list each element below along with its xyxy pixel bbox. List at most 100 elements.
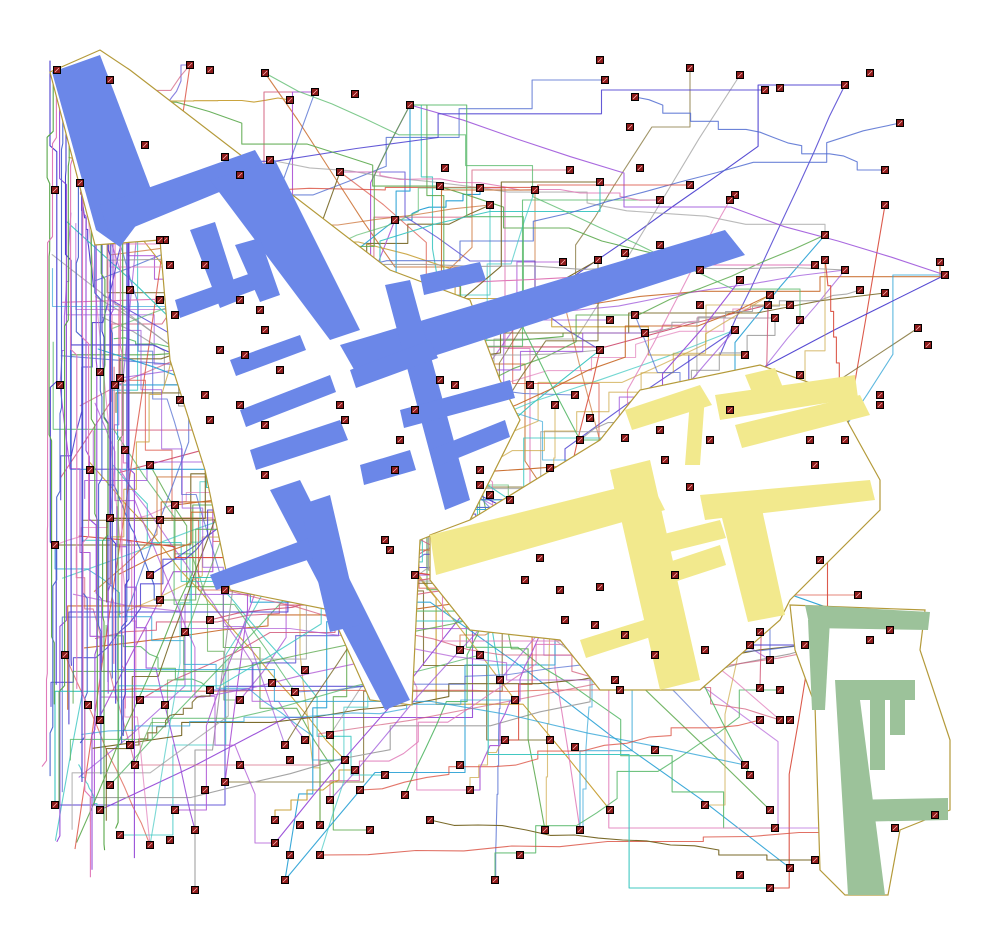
pad bbox=[497, 677, 504, 684]
pad bbox=[867, 70, 874, 77]
pad bbox=[577, 437, 584, 444]
pad bbox=[267, 157, 274, 164]
pad bbox=[207, 67, 214, 74]
pad bbox=[777, 717, 784, 724]
pad bbox=[222, 154, 229, 161]
pad bbox=[357, 787, 364, 794]
pad bbox=[607, 807, 614, 814]
pad bbox=[337, 169, 344, 176]
pad bbox=[727, 197, 734, 204]
pad bbox=[707, 437, 714, 444]
pad bbox=[597, 584, 604, 591]
pad bbox=[697, 302, 704, 309]
pad bbox=[297, 822, 304, 829]
pad bbox=[867, 637, 874, 644]
pad bbox=[302, 737, 309, 744]
pad bbox=[807, 437, 814, 444]
pad bbox=[237, 172, 244, 179]
pad bbox=[97, 369, 104, 376]
pad bbox=[222, 587, 229, 594]
pad bbox=[52, 187, 59, 194]
pad bbox=[822, 232, 829, 239]
pad bbox=[595, 257, 602, 264]
routing-trace bbox=[635, 97, 885, 170]
pad bbox=[172, 312, 179, 319]
pad bbox=[342, 757, 349, 764]
pad bbox=[157, 597, 164, 604]
pad bbox=[652, 747, 659, 754]
pad bbox=[272, 840, 279, 847]
green-stub-2 bbox=[890, 690, 905, 735]
pad bbox=[412, 572, 419, 579]
pad bbox=[617, 687, 624, 694]
pad bbox=[767, 657, 774, 664]
pad bbox=[577, 827, 584, 834]
pad bbox=[507, 497, 514, 504]
pad bbox=[855, 592, 862, 599]
pad bbox=[382, 772, 389, 779]
pad bbox=[892, 825, 899, 832]
pad bbox=[57, 382, 64, 389]
pad bbox=[337, 402, 344, 409]
pad bbox=[392, 217, 399, 224]
pad bbox=[767, 885, 774, 892]
routing-trace bbox=[270, 160, 825, 235]
pad bbox=[747, 642, 754, 649]
pad bbox=[127, 287, 134, 294]
pad bbox=[702, 802, 709, 809]
pad bbox=[192, 827, 199, 834]
pad bbox=[737, 277, 744, 284]
pad bbox=[217, 347, 224, 354]
pad bbox=[172, 807, 179, 814]
pad bbox=[147, 462, 154, 469]
pad bbox=[122, 447, 129, 454]
pad bbox=[262, 327, 269, 334]
pad bbox=[477, 467, 484, 474]
pad bbox=[162, 702, 169, 709]
routing-trace bbox=[275, 770, 355, 820]
pad bbox=[732, 327, 739, 334]
pad bbox=[202, 262, 209, 269]
pad bbox=[757, 629, 764, 636]
routing-trace bbox=[470, 740, 505, 790]
pad bbox=[812, 857, 819, 864]
pad bbox=[727, 407, 734, 414]
pad bbox=[562, 617, 569, 624]
pad bbox=[452, 382, 459, 389]
pad bbox=[202, 392, 209, 399]
pad bbox=[622, 632, 629, 639]
pad bbox=[237, 402, 244, 409]
pad bbox=[237, 297, 244, 304]
pad bbox=[517, 852, 524, 859]
pad bbox=[107, 77, 114, 84]
pad bbox=[687, 182, 694, 189]
pad bbox=[127, 742, 134, 749]
pad bbox=[822, 257, 829, 264]
pad bbox=[742, 762, 749, 769]
pad bbox=[777, 85, 784, 92]
pad bbox=[560, 259, 567, 266]
pad bbox=[97, 717, 104, 724]
pad bbox=[882, 167, 889, 174]
pad bbox=[787, 717, 794, 724]
pad bbox=[737, 72, 744, 79]
pad bbox=[662, 457, 669, 464]
pad bbox=[367, 827, 374, 834]
pad bbox=[757, 717, 764, 724]
pad bbox=[77, 180, 84, 187]
pad bbox=[657, 242, 664, 249]
pad bbox=[882, 290, 889, 297]
pad bbox=[842, 267, 849, 274]
pad bbox=[787, 302, 794, 309]
green-stub-3 bbox=[870, 700, 885, 770]
routing-trace bbox=[495, 690, 780, 880]
pad bbox=[352, 91, 359, 98]
pad bbox=[342, 417, 349, 424]
pad bbox=[207, 617, 214, 624]
pad bbox=[97, 807, 104, 814]
pad bbox=[257, 307, 264, 314]
pad bbox=[107, 782, 114, 789]
pad bbox=[487, 492, 494, 499]
pad bbox=[607, 317, 614, 324]
pad bbox=[532, 187, 539, 194]
